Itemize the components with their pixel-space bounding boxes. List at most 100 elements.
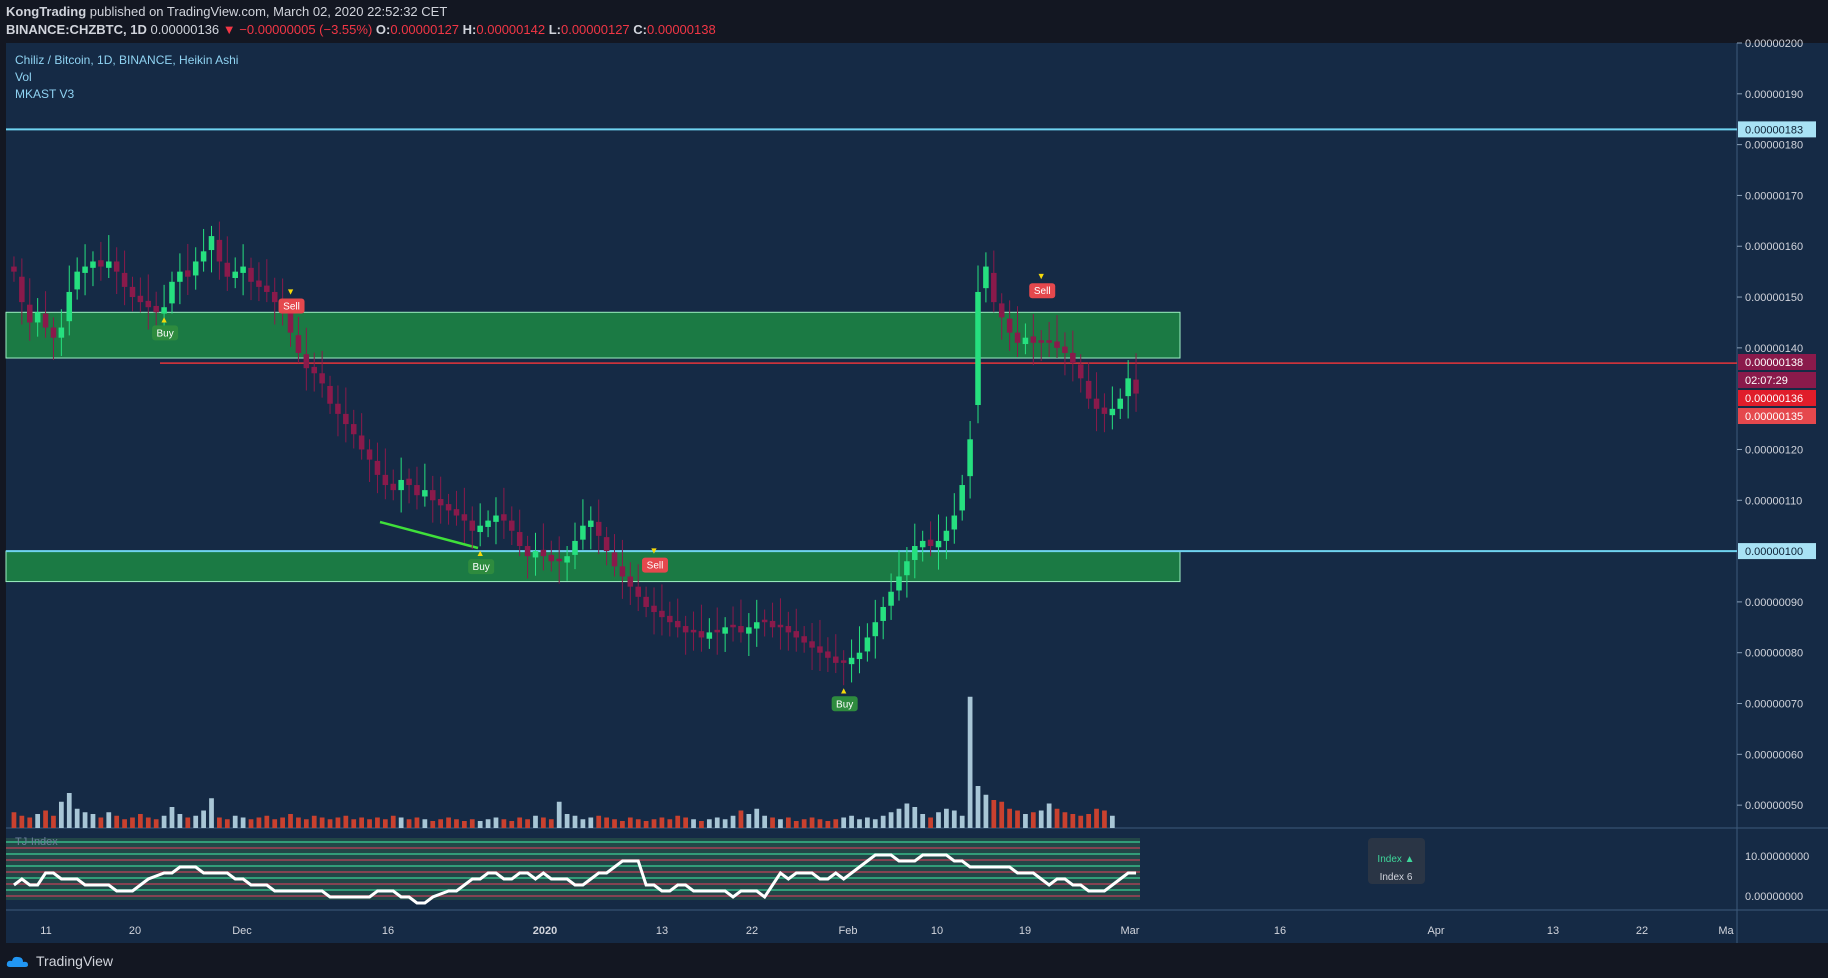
candle-body — [509, 520, 515, 531]
price-chart[interactable]: Buy ▲ Sell ▼ Buy ▲ Sell ▼ Buy ▲ Sell ▼ 0.00000200 0.0… — [0, 0, 1828, 946]
candle-body — [880, 606, 886, 621]
candle-body — [769, 620, 776, 628]
volume-bar — [1030, 812, 1036, 828]
candle-body — [619, 566, 626, 577]
volume-legend[interactable]: Vol — [15, 70, 32, 84]
header-bar: KongTrading published on TradingView.com… — [0, 0, 1828, 42]
candle-body — [177, 271, 183, 282]
y-tick-label: 0.00000140 — [1745, 343, 1803, 355]
volume-bar — [620, 821, 625, 828]
close-label: C: — [633, 22, 648, 37]
volume-bar — [730, 815, 736, 828]
volume-bar — [1078, 815, 1084, 828]
tj-index-legend[interactable]: TJ-Index — [15, 836, 58, 848]
y-tick-label: 0.00000170 — [1745, 190, 1803, 202]
candle-body — [864, 637, 871, 652]
close-value: 0.00000138 — [647, 22, 716, 37]
volume-bar — [90, 814, 96, 828]
candle-body — [580, 525, 586, 540]
volume-bar — [699, 821, 704, 828]
indicator-legend[interactable]: MKAST V3 — [15, 87, 75, 101]
candle-body — [738, 626, 744, 633]
y-tick-label: 0.00000050 — [1745, 800, 1803, 812]
volume-bar — [572, 815, 578, 828]
candle-body — [588, 520, 594, 527]
index-tooltip-label: Index ▲ — [1377, 854, 1414, 865]
index-axis-label: 0.00000000 — [1745, 891, 1803, 903]
symbol-label[interactable]: BINANCE:CHZBTC, 1D — [6, 22, 147, 37]
volume-bar — [928, 817, 933, 828]
volume-bar — [161, 815, 167, 828]
volume-bar — [548, 819, 554, 828]
volume-bar — [849, 815, 854, 828]
tradingview-logo[interactable]: TradingView — [6, 953, 113, 969]
high-value: 0.00000142 — [476, 22, 546, 37]
candle-body — [682, 626, 689, 633]
candle-body — [248, 267, 254, 282]
author-name[interactable]: KongTrading — [6, 4, 87, 19]
volume-bar — [296, 817, 301, 828]
y-tick-label: 0.00000080 — [1745, 648, 1803, 660]
candle-body — [129, 286, 136, 298]
candle-body — [1014, 332, 1021, 343]
candle-body — [335, 403, 341, 414]
volume-bar — [240, 817, 246, 828]
signal-badge — [642, 557, 669, 573]
candle-body — [469, 520, 476, 531]
volume-bar — [446, 817, 451, 828]
volume-bar — [193, 815, 199, 828]
volume-bar — [746, 814, 752, 828]
volume-bar — [1038, 810, 1044, 828]
candle-body — [422, 490, 428, 497]
volume-bar — [469, 819, 475, 828]
volume-bar — [770, 817, 775, 828]
candle-body — [848, 657, 855, 665]
candle-body — [556, 558, 562, 562]
candle-body — [674, 620, 681, 628]
volume-bar — [501, 819, 507, 828]
volume-bar — [1023, 814, 1028, 828]
volume-bar — [944, 808, 949, 828]
candle-body — [121, 272, 128, 287]
open-value: 0.00000127 — [390, 22, 460, 37]
volume-bar — [888, 812, 894, 828]
candle-body — [1125, 378, 1131, 397]
candle-body — [366, 449, 373, 460]
candle-body — [532, 551, 539, 558]
candle-body — [82, 266, 88, 273]
volume-bar — [280, 817, 285, 828]
price-label-text: 0.00000135 — [1745, 411, 1803, 423]
index-tooltip-value: Index 6 — [1380, 872, 1413, 883]
candle-body — [311, 366, 317, 374]
volume-bar — [509, 821, 515, 828]
volume-bar — [82, 812, 88, 828]
signal-badge — [152, 325, 179, 341]
volume-bar — [98, 817, 104, 828]
volume-bar — [375, 817, 380, 828]
candle-body — [153, 305, 159, 313]
x-tick-label: Ma — [1718, 925, 1734, 937]
candle-body — [216, 239, 223, 262]
candle-body — [1093, 398, 1100, 409]
volume-bar — [43, 810, 48, 828]
trend-line — [379, 520, 479, 550]
candle-body — [975, 291, 981, 406]
candle-body — [872, 622, 879, 637]
volume-bar — [477, 821, 483, 828]
volume-bar — [422, 819, 428, 828]
volume-bar — [604, 817, 609, 828]
series-title[interactable]: Chiliz / Bitcoin, 1D, BINANCE, Heikin As… — [15, 53, 239, 67]
volume-bar — [904, 803, 910, 828]
volume-bar — [596, 815, 602, 828]
candle-body — [66, 291, 73, 322]
candle-body — [398, 479, 404, 491]
volume-bar — [1094, 808, 1099, 828]
volume-bar — [809, 817, 815, 828]
candle-body — [825, 651, 831, 658]
candle-body — [224, 262, 231, 277]
candle-body — [26, 304, 33, 323]
candle-body — [303, 354, 310, 369]
volume-bar — [264, 815, 270, 828]
price-label-text: 0.00000100 — [1745, 546, 1803, 558]
candle-body — [34, 312, 41, 323]
